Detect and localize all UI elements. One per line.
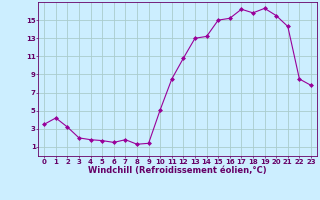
X-axis label: Windchill (Refroidissement éolien,°C): Windchill (Refroidissement éolien,°C) xyxy=(88,166,267,175)
